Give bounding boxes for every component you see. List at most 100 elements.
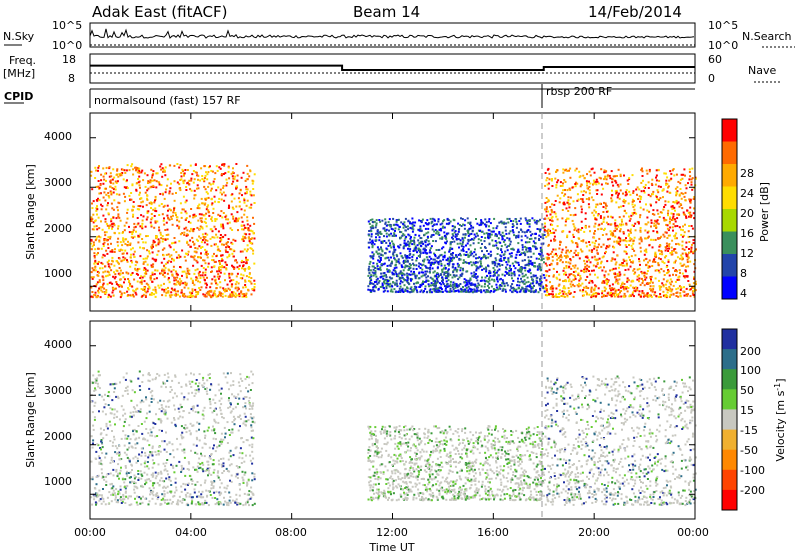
power-cell [245,185,248,188]
power-cell [368,234,371,237]
power-cell [578,170,581,173]
power-cell [242,286,245,289]
power-cell [172,265,175,268]
power-cell [225,184,228,187]
power-cell [688,171,691,173]
power-cell [564,189,566,191]
power-cell [595,180,598,183]
power-cell [152,263,155,266]
power-cell [231,294,234,297]
power-cell [474,253,477,256]
power-cell [183,179,186,182]
power-cell [109,181,112,184]
power-cell [427,261,430,264]
power-cell [91,218,94,221]
power-cell [650,204,652,207]
power-cell [521,248,524,251]
power-cell [244,237,247,239]
power-cell [384,289,387,292]
power-cell [532,245,534,248]
power-cell [454,233,457,236]
power-cell [655,179,658,182]
power-cell [146,235,149,237]
power-cell [368,230,371,232]
power-cell [473,274,476,277]
power-cell [246,223,249,226]
power-cell [572,264,575,267]
power-cell [425,266,428,269]
power-cell [542,242,545,245]
power-cell [373,272,376,275]
power-cell [95,185,98,188]
power-cell [454,266,457,269]
power-cell [227,295,230,298]
power-cell [530,234,532,237]
power-cell [501,273,504,276]
power-cell [506,284,509,287]
power-cell [391,234,394,237]
power-cell [373,243,376,246]
power-cell [612,245,614,248]
power-cell [682,211,685,214]
power-cell [603,227,606,230]
power-cell [371,246,374,249]
power-cell [465,244,467,247]
power-cell [109,250,112,253]
power-cell [653,225,656,227]
power-cell [583,271,586,274]
power-cell [648,259,651,262]
power-cell [437,231,440,234]
power-cell [640,181,643,184]
power-cell [225,250,228,253]
power-cell [159,165,162,168]
power-cell [126,252,129,255]
power-cell [394,269,397,272]
power-cell [383,227,386,230]
power-cell [493,274,496,277]
power-cell [523,231,526,234]
power-cell [417,265,420,268]
power-cell [526,250,529,253]
power-cell [145,235,148,238]
power-cell [671,251,673,254]
power-cell [253,237,256,240]
power-cell [145,257,148,260]
power-cell [662,285,665,288]
power-cell [485,270,488,273]
power-cell [447,279,450,282]
power-cell [162,254,165,257]
power-cell [667,209,670,212]
power-cell [662,270,665,273]
power-cell [603,281,606,284]
power-cell [403,284,406,287]
power-cell [240,273,243,276]
power-cell [126,259,128,262]
power-cell [615,279,618,282]
power-cell [184,210,187,213]
power-cell [396,283,398,286]
power-cell [480,262,482,265]
power-cell [167,286,169,289]
power-cell [638,277,641,280]
power-cell [598,237,601,240]
power-cell [141,227,144,230]
power-cell [667,200,670,203]
power-cell [94,166,97,169]
power-cell [689,295,692,298]
power-cell [164,166,167,169]
power-cell [574,270,577,273]
power-cell [95,209,98,212]
power-cell [155,180,158,183]
power-cell [693,187,696,190]
power-cell [154,286,157,289]
power-cell [692,198,695,200]
power-cell [183,227,186,230]
power-cell [526,285,529,288]
power-cell [195,291,198,293]
power-cell [429,291,431,294]
power-cell [178,187,181,190]
power-cell [168,281,171,284]
power-cell [486,290,489,293]
power-cell [378,280,381,282]
power-cell [642,208,645,211]
